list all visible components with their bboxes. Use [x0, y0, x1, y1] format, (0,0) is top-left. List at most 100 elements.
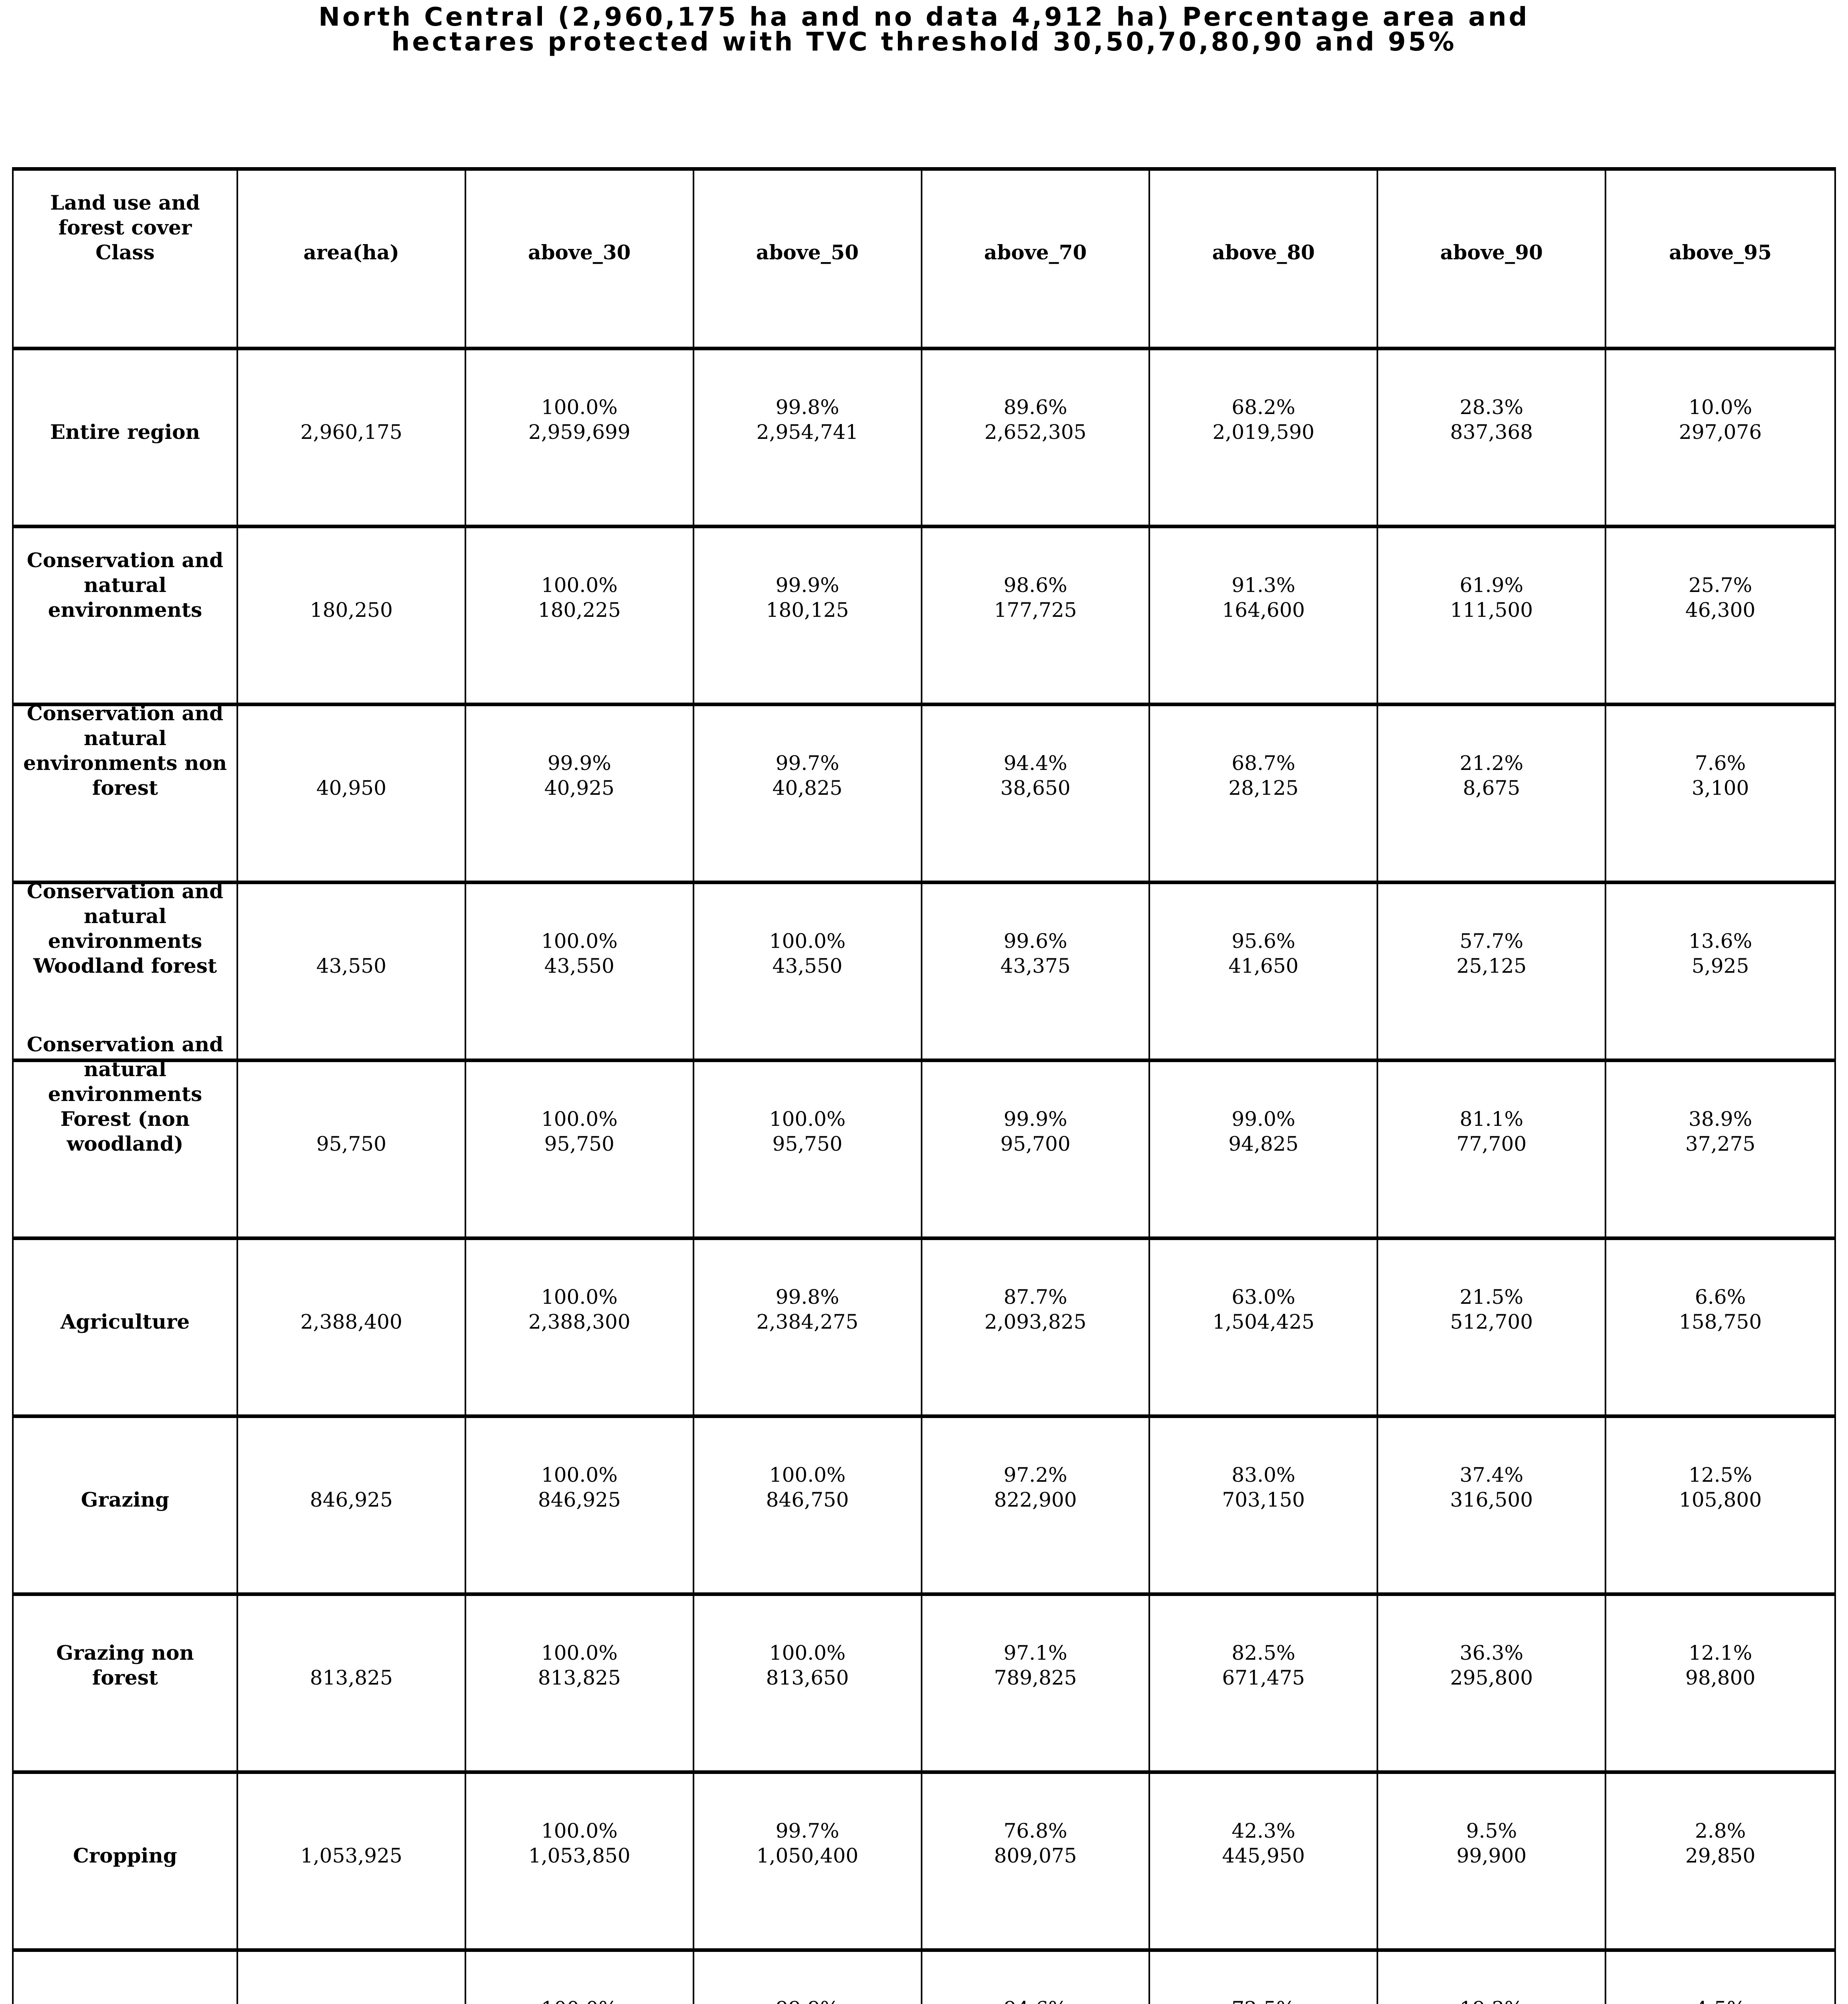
area-cell: 846,925 [238, 1418, 466, 1596]
threshold-cell: 4.5%21,525 [1606, 1952, 1834, 2004]
percent-value: 94.4% [1003, 752, 1068, 775]
row-label: Entire region [14, 350, 238, 528]
column-header: above_95 [1606, 171, 1834, 350]
percent-value: 76.8% [1003, 1819, 1068, 1842]
hectares-value: 43,375 [1000, 954, 1071, 978]
percent-value: 89.6% [1003, 396, 1068, 419]
area-cell: 813,825 [238, 1596, 466, 1774]
percent-value: 97.2% [1003, 1463, 1068, 1487]
area-cell: 95,750 [238, 1062, 466, 1240]
threshold-cell: 42.3% 445,950 [1150, 1774, 1379, 1952]
area-value: 2,388,400 [300, 1310, 402, 1333]
percent-value: 19.3% [1460, 1996, 1523, 2004]
percent-value: 21.5% [1460, 1285, 1524, 1309]
percent-value: 9.5% [1466, 1819, 1517, 1842]
percent-value: 99.9% [547, 752, 611, 775]
hectares-value: 180,125 [766, 598, 849, 622]
hectares-value: 105,800 [1679, 1488, 1762, 1511]
hectares-value: 43,550 [772, 954, 843, 978]
column-header: above_90 [1378, 171, 1607, 350]
threshold-cell: 99.9% 180,125 [694, 528, 922, 706]
hectares-value: 77,700 [1456, 1132, 1527, 1156]
column-header: area(ha) [238, 171, 466, 350]
hectares-value: 95,700 [1000, 1132, 1071, 1156]
threshold-cell: 100.0% 180,225 [466, 528, 694, 706]
threshold-cell: 87.7% 2,093,825 [922, 1240, 1150, 1418]
percent-value: 12.5% [1688, 1463, 1752, 1487]
area-value: 95,750 [316, 1132, 386, 1156]
percent-value: 61.9% [1460, 574, 1524, 597]
table-wrapper: Land use and forest cover Class area(ha) a… [12, 167, 1836, 2004]
threshold-cell: 94.6%451,000 [922, 1952, 1150, 2004]
percent-value: 57.7% [1460, 929, 1524, 953]
percent-value: 100.0% [541, 574, 618, 597]
area-value: 43,550 [316, 954, 386, 978]
threshold-cell: 94.4% 38,650 [922, 706, 1150, 884]
threshold-cell: 68.2% 2,019,590 [1150, 350, 1379, 528]
hectares-value: 2,954,741 [756, 420, 859, 444]
hectares-value: 846,750 [766, 1488, 849, 1511]
percent-value: 100.0% [769, 929, 846, 953]
hectares-value: 846,925 [538, 1488, 621, 1511]
threshold-cell: 95.6% 41,650 [1150, 884, 1379, 1062]
row-label: Grazing [14, 1418, 238, 1596]
hectares-value: 8,675 [1463, 776, 1520, 800]
hectares-value: 28,125 [1228, 776, 1299, 800]
threshold-cell: 100.0%476,475 [466, 1952, 694, 2004]
hectares-value: 46,300 [1685, 598, 1756, 622]
percent-value: 38.9% [1688, 1107, 1752, 1131]
hectares-value: 177,725 [994, 598, 1077, 622]
hectares-value: 789,825 [994, 1666, 1077, 1689]
percent-value: 99.7% [775, 752, 839, 775]
hectares-value: 41,650 [1228, 954, 1299, 978]
percent-value: 87.7% [1003, 1285, 1068, 1309]
percent-value: 13.6% [1688, 929, 1752, 953]
hectares-value: 164,600 [1222, 598, 1305, 622]
hectares-value: 2,388,300 [528, 1310, 631, 1333]
percent-value: 100.0% [541, 1107, 618, 1131]
column-header: above_80 [1150, 171, 1379, 350]
hectares-value: 2,652,305 [984, 420, 1087, 444]
threshold-cell: 72.5%345,575 [1150, 1952, 1379, 2004]
percent-value: 68.2% [1231, 396, 1296, 419]
hectares-value: 813,825 [538, 1666, 621, 1689]
row-label: Conservation and natural environments [14, 528, 238, 706]
row-label: Irrigation [14, 1952, 238, 2004]
threshold-cell: 57.7% 25,125 [1378, 884, 1607, 1062]
row-label: Grazing non forest [14, 1596, 238, 1774]
threshold-cell: 97.2% 822,900 [922, 1418, 1150, 1596]
hectares-value: 180,225 [538, 598, 621, 622]
percent-value: 83.0% [1231, 1463, 1296, 1487]
hectares-value: 837,368 [1450, 420, 1533, 444]
threshold-cell: 89.6% 2,652,305 [922, 350, 1150, 528]
hectares-value: 111,500 [1450, 598, 1533, 622]
percent-value: 42.3% [1231, 1819, 1296, 1842]
column-header: above_50 [694, 171, 922, 350]
threshold-cell: 10.0% 297,076 [1606, 350, 1834, 528]
percent-value: 68.7% [1231, 752, 1296, 775]
percent-value: 99.9% [1003, 1107, 1068, 1131]
hectares-value: 297,076 [1679, 420, 1762, 444]
threshold-cell: 83.0% 703,150 [1150, 1418, 1379, 1596]
threshold-cell: 99.0% 94,825 [1150, 1062, 1379, 1240]
column-header: above_30 [466, 171, 694, 350]
percent-value: 100.0% [769, 1463, 846, 1487]
threshold-cell: 100.0% 2,959,699 [466, 350, 694, 528]
hectares-value: 37,275 [1685, 1132, 1756, 1156]
threshold-cell: 36.3% 295,800 [1378, 1596, 1607, 1774]
hectares-value: 40,825 [772, 776, 843, 800]
threshold-cell: 12.1% 98,800 [1606, 1596, 1834, 1774]
threshold-cell: 21.2% 8,675 [1378, 706, 1607, 884]
threshold-cell: 99.9% 40,925 [466, 706, 694, 884]
area-value: 813,825 [310, 1666, 393, 1689]
hectares-value: 813,650 [766, 1666, 849, 1689]
threshold-cell: 82.5% 671,475 [1150, 1596, 1379, 1774]
threshold-cell: 99.9% 95,700 [922, 1062, 1150, 1240]
hectares-value: 1,053,850 [528, 1844, 631, 1867]
hectares-value: 1,504,425 [1212, 1310, 1315, 1333]
data-table: Land use and forest cover Class area(ha) a… [12, 167, 1836, 2004]
threshold-cell: 99.8% 2,384,275 [694, 1240, 922, 1418]
hectares-value: 38,650 [1000, 776, 1071, 800]
percent-value: 100.0% [769, 1641, 846, 1665]
percent-value: 63.0% [1231, 1285, 1296, 1309]
